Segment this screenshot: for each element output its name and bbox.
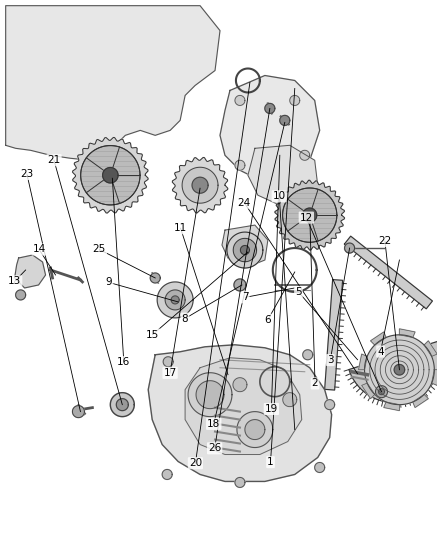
Text: 10: 10 xyxy=(273,191,286,201)
Text: 9: 9 xyxy=(106,278,112,287)
Polygon shape xyxy=(227,232,263,268)
Polygon shape xyxy=(163,357,173,367)
Polygon shape xyxy=(362,383,375,399)
Polygon shape xyxy=(6,6,220,160)
Polygon shape xyxy=(196,381,224,409)
Polygon shape xyxy=(148,345,332,481)
Text: 22: 22 xyxy=(378,236,392,246)
Polygon shape xyxy=(234,279,246,291)
Polygon shape xyxy=(240,246,249,255)
Text: 6: 6 xyxy=(265,314,271,325)
Text: 26: 26 xyxy=(208,443,221,453)
Polygon shape xyxy=(162,470,172,480)
Text: 23: 23 xyxy=(20,169,34,179)
Text: 15: 15 xyxy=(146,329,159,340)
Text: 5: 5 xyxy=(295,287,302,297)
Polygon shape xyxy=(303,208,317,222)
Polygon shape xyxy=(394,365,405,375)
Polygon shape xyxy=(371,332,386,345)
Polygon shape xyxy=(233,378,247,392)
Polygon shape xyxy=(16,290,25,300)
Polygon shape xyxy=(102,167,118,183)
Polygon shape xyxy=(237,411,273,448)
Text: 21: 21 xyxy=(47,155,60,165)
Text: 18: 18 xyxy=(207,419,220,429)
Polygon shape xyxy=(399,329,415,337)
Polygon shape xyxy=(345,236,432,309)
Text: 17: 17 xyxy=(163,368,177,378)
Text: 7: 7 xyxy=(242,292,248,302)
Polygon shape xyxy=(303,350,313,360)
Polygon shape xyxy=(248,146,318,205)
Polygon shape xyxy=(359,354,367,370)
Text: 24: 24 xyxy=(238,198,251,208)
Polygon shape xyxy=(384,402,399,410)
Polygon shape xyxy=(314,463,325,472)
Polygon shape xyxy=(172,157,228,213)
Polygon shape xyxy=(265,103,275,114)
Polygon shape xyxy=(72,406,85,417)
Text: 14: 14 xyxy=(32,245,46,254)
Text: 8: 8 xyxy=(182,313,188,324)
Polygon shape xyxy=(14,255,46,288)
Polygon shape xyxy=(73,138,148,213)
Polygon shape xyxy=(157,282,193,318)
Polygon shape xyxy=(345,243,355,253)
Polygon shape xyxy=(375,386,388,398)
Polygon shape xyxy=(325,400,335,410)
Polygon shape xyxy=(245,419,265,440)
Polygon shape xyxy=(283,188,337,243)
Text: 1: 1 xyxy=(267,457,274,467)
Polygon shape xyxy=(235,160,245,170)
Polygon shape xyxy=(275,180,345,250)
Polygon shape xyxy=(300,150,310,160)
Polygon shape xyxy=(220,76,320,180)
Polygon shape xyxy=(182,167,218,203)
Text: 3: 3 xyxy=(327,355,334,365)
Polygon shape xyxy=(188,373,232,417)
Text: 19: 19 xyxy=(265,404,278,414)
Text: 13: 13 xyxy=(8,277,21,286)
Polygon shape xyxy=(349,341,438,402)
Text: 11: 11 xyxy=(174,223,187,233)
Polygon shape xyxy=(325,280,343,390)
Polygon shape xyxy=(192,177,208,193)
Polygon shape xyxy=(81,146,140,205)
Polygon shape xyxy=(235,478,245,487)
Text: 16: 16 xyxy=(117,357,131,367)
Polygon shape xyxy=(378,389,385,394)
Text: 2: 2 xyxy=(312,378,318,389)
Text: 12: 12 xyxy=(300,213,313,223)
Polygon shape xyxy=(290,95,300,106)
Text: 20: 20 xyxy=(189,458,202,468)
Polygon shape xyxy=(185,358,302,455)
Polygon shape xyxy=(171,296,179,304)
Polygon shape xyxy=(110,393,134,417)
Text: 4: 4 xyxy=(377,346,384,357)
Polygon shape xyxy=(117,399,128,410)
Polygon shape xyxy=(280,116,290,125)
Polygon shape xyxy=(222,225,268,268)
Polygon shape xyxy=(150,273,160,283)
Polygon shape xyxy=(432,370,438,385)
Polygon shape xyxy=(413,394,428,408)
Polygon shape xyxy=(235,95,245,106)
Polygon shape xyxy=(283,393,297,407)
Polygon shape xyxy=(364,335,434,405)
Polygon shape xyxy=(165,290,185,310)
Polygon shape xyxy=(424,341,437,357)
Text: 25: 25 xyxy=(93,245,106,254)
Polygon shape xyxy=(233,238,257,262)
